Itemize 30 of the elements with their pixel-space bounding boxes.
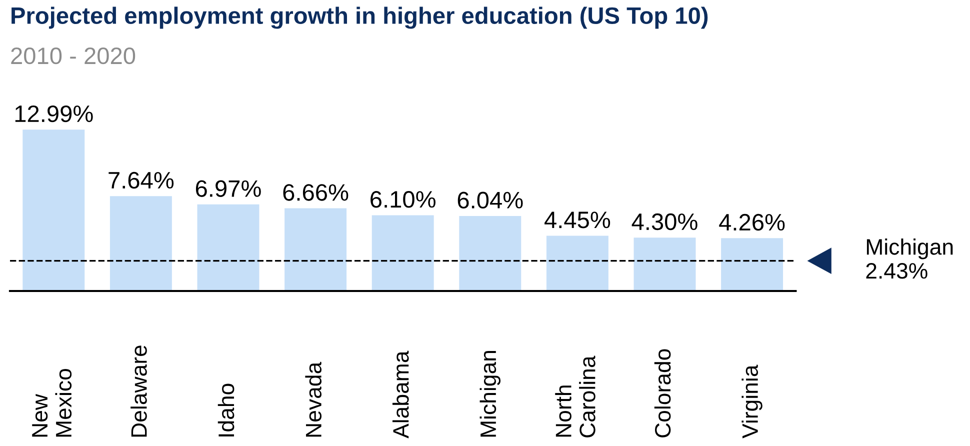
- chart-subtitle: 2010 - 2020: [11, 47, 136, 64]
- bar: [284, 208, 347, 292]
- bar: [721, 238, 784, 292]
- bar: [546, 236, 608, 292]
- x-tick-label: Delaware: [130, 346, 147, 437]
- data-label: 6.66%: [283, 184, 348, 201]
- data-label: 4.26%: [719, 214, 785, 231]
- data-label: 6.10%: [370, 191, 436, 208]
- x-tick-label: North Carolina: [555, 356, 596, 438]
- x-tick-label: Nevada: [305, 362, 322, 437]
- x-tick-label: Virginia: [742, 364, 762, 438]
- bar: [22, 130, 85, 292]
- x-tick-label: Michigan: [480, 350, 500, 437]
- data-label: 4.30%: [632, 213, 698, 230]
- x-tick-label: Alabama: [392, 350, 409, 438]
- bar: [634, 238, 696, 292]
- ref-line-label: Michigan 2.43%: [866, 238, 953, 279]
- data-label: 6.04%: [458, 192, 523, 209]
- x-tick-label: Idaho: [218, 384, 234, 436]
- chart-title: Projected employment growth in higher education (US Top 10): [12, 6, 708, 29]
- bar: [459, 216, 522, 292]
- x-tick-label: Colorado: [654, 349, 671, 438]
- x-tick-label: New Mexico: [32, 369, 72, 437]
- bar: [372, 215, 434, 292]
- data-label: 7.64%: [108, 172, 174, 189]
- bar: [110, 196, 172, 292]
- data-label: 4.45%: [544, 212, 610, 228]
- data-label: 12.99%: [15, 105, 93, 122]
- bar: [197, 204, 260, 292]
- data-label: 6.97%: [196, 180, 261, 197]
